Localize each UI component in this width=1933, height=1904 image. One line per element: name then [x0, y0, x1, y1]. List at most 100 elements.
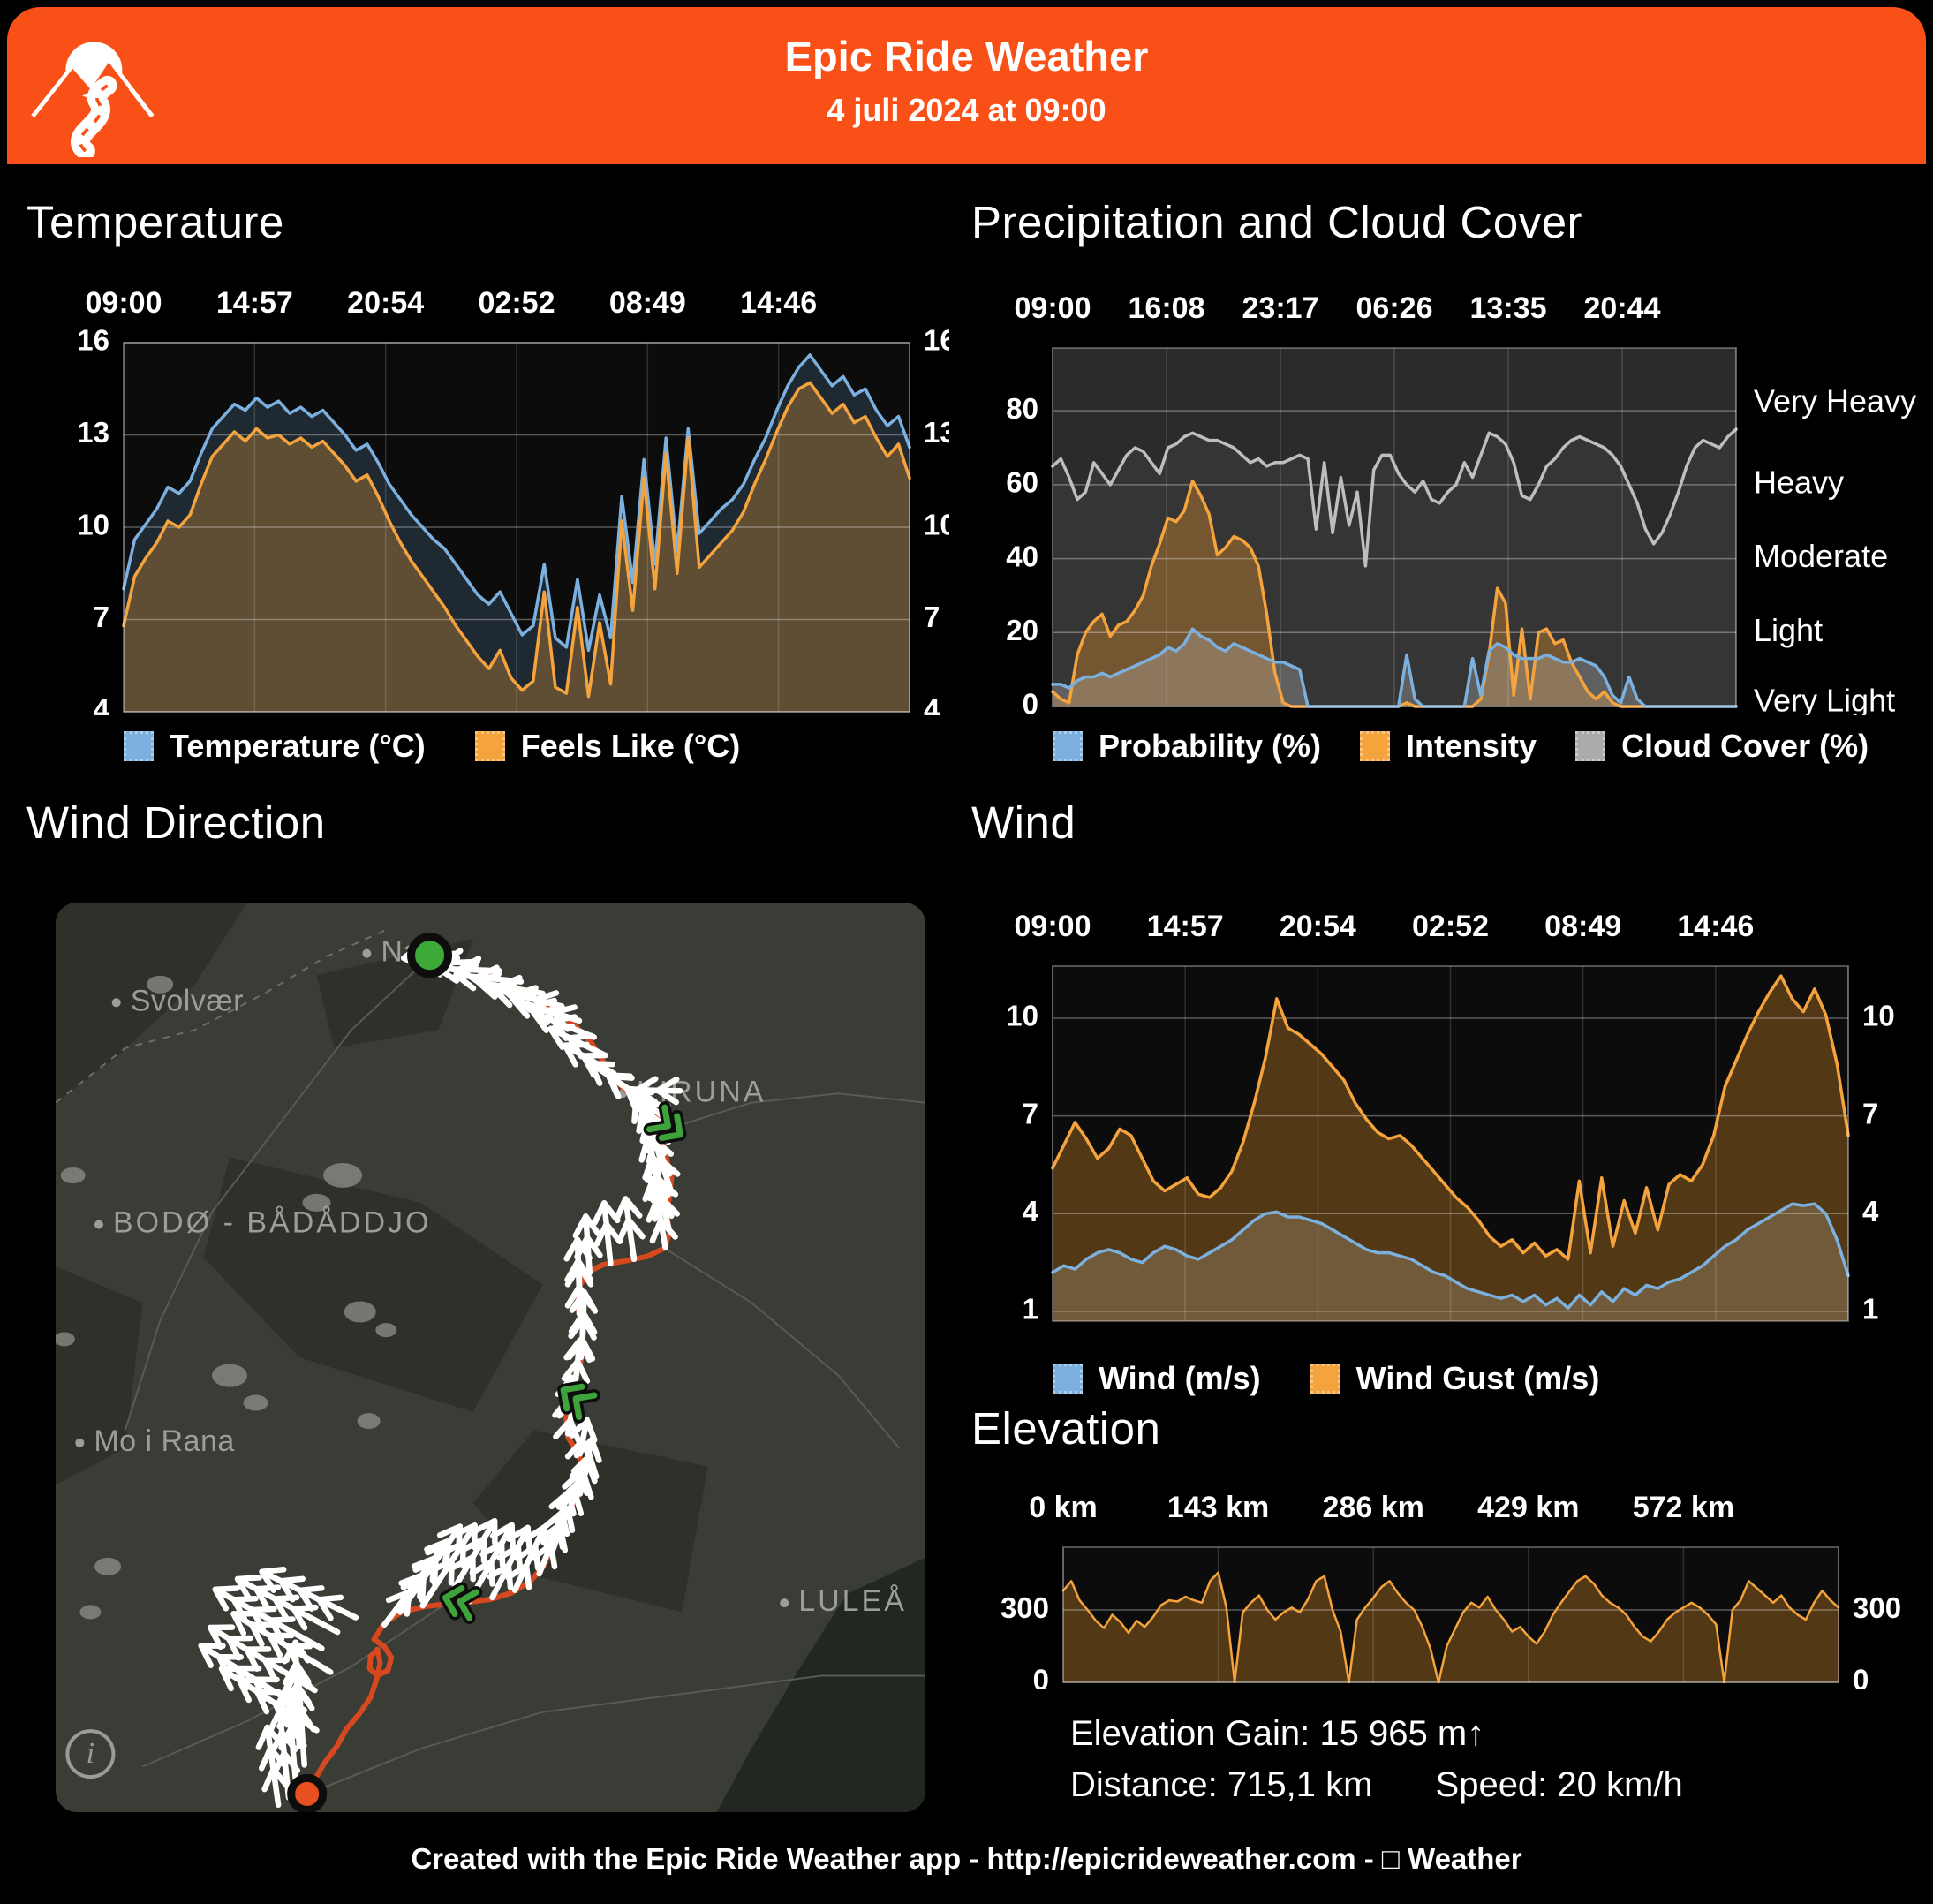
- cloud-cover-swatch: [1575, 731, 1606, 761]
- wind-gust-swatch: [1310, 1364, 1340, 1394]
- mountain-road-logo-icon: [31, 42, 155, 157]
- precipitation-section-title: Precipitation and Cloud Cover: [971, 197, 1583, 247]
- svg-text:429 km: 429 km: [1477, 1491, 1579, 1524]
- wind-direction-map[interactable]: Svolvær BODØ - BÅDÅDDJO Mo i Rana LULEÅ KIRU…: [56, 903, 925, 1812]
- legend-item-probability: Probability (%): [1053, 728, 1321, 765]
- svg-text:16: 16: [77, 324, 109, 357]
- probability-swatch: [1053, 731, 1083, 761]
- legend-label: Wind (m/s): [1099, 1360, 1261, 1396]
- svg-text:Very Heavy: Very Heavy: [1754, 382, 1916, 419]
- svg-text:08:49: 08:49: [609, 286, 686, 320]
- svg-text:300: 300: [1000, 1591, 1049, 1624]
- svg-text:10: 10: [1862, 1000, 1895, 1032]
- svg-text:60: 60: [1006, 466, 1038, 499]
- svg-text:40: 40: [1006, 540, 1038, 572]
- temperature-chart: 16 16 13 13 10 10 7 7 4 4 09:00 14:57 20:54 02:52 08:4…: [26, 281, 949, 715]
- app-title: Epic Ride Weather: [784, 33, 1149, 79]
- legend-label: Probability (%): [1099, 728, 1322, 764]
- wind-chart: 10 10 7 7 4 4 1 1 09:00 14:57 20:54 02:52 08:49 14:46: [971, 888, 1933, 1330]
- svg-text:300: 300: [1853, 1591, 1901, 1624]
- svg-text:0: 0: [1853, 1664, 1869, 1689]
- elevation-gain-stat: Elevation Gain: 15 965 m↑: [1070, 1714, 1485, 1753]
- svg-text:20:54: 20:54: [1280, 910, 1356, 943]
- legend-item-intensity: Intensity: [1360, 728, 1537, 765]
- svg-text:7: 7: [1023, 1097, 1038, 1130]
- svg-text:14:57: 14:57: [216, 286, 293, 320]
- svg-text:20:44: 20:44: [1584, 291, 1661, 325]
- svg-text:Heavy: Heavy: [1754, 464, 1844, 500]
- svg-text:Light: Light: [1754, 612, 1823, 648]
- svg-text:7: 7: [1862, 1097, 1878, 1130]
- svg-text:1: 1: [1862, 1293, 1878, 1326]
- temperature-legend: Temperature (°C) Feels Like (°C): [124, 728, 740, 765]
- svg-text:0 km: 0 km: [1029, 1491, 1098, 1524]
- svg-text:10: 10: [77, 509, 109, 541]
- svg-text:572 km: 572 km: [1633, 1491, 1734, 1524]
- distance-stat: Distance: 715,1 km: [1070, 1765, 1373, 1804]
- svg-text:16:08: 16:08: [1129, 291, 1205, 325]
- legend-item-temperature: Temperature (°C): [124, 728, 426, 765]
- legend-item-feels-like: Feels Like (°C): [474, 728, 741, 765]
- svg-text:Moderate: Moderate: [1754, 538, 1888, 574]
- legend-label: Cloud Cover (%): [1621, 728, 1869, 764]
- svg-text:1: 1: [1023, 1293, 1038, 1326]
- speed-stat: Speed: 20 km/h: [1435, 1765, 1683, 1804]
- precipitation-chart: 80 60 40 20 0 Very Heavy Heavy Moderate Light Ver…: [971, 281, 1933, 715]
- precipitation-legend: Probability (%) Intensity Cloud Cover (%…: [1053, 728, 1869, 765]
- svg-text:Mo i Rana: Mo i Rana: [94, 1424, 234, 1458]
- attribution-footer: Created with the Epic Ride Weather app -…: [411, 1842, 1522, 1875]
- svg-text:09:00: 09:00: [1015, 291, 1091, 325]
- svg-text:20: 20: [1006, 614, 1038, 646]
- svg-text:80: 80: [1006, 392, 1038, 425]
- svg-text:LULEÅ: LULEÅ: [798, 1584, 907, 1618]
- svg-text:4: 4: [94, 693, 110, 715]
- legend-label: Wind Gust (m/s): [1355, 1360, 1600, 1396]
- svg-text:4: 4: [924, 693, 940, 715]
- feels-like-swatch: [474, 731, 505, 761]
- svg-text:09:00: 09:00: [1015, 910, 1091, 943]
- legend-item-cloud-cover: Cloud Cover (%): [1575, 728, 1869, 765]
- elevation-section-title: Elevation: [971, 1403, 1161, 1454]
- legend-label: Feels Like (°C): [520, 728, 741, 764]
- svg-text:143 km: 143 km: [1167, 1491, 1269, 1524]
- legend-label: Intensity: [1406, 728, 1537, 764]
- svg-text:10: 10: [1006, 1000, 1038, 1032]
- temperature-section-title: Temperature: [26, 197, 284, 247]
- intensity-swatch: [1360, 731, 1391, 761]
- svg-text:06:26: 06:26: [1356, 291, 1433, 325]
- svg-text:10: 10: [924, 509, 949, 541]
- svg-text:BODØ - BÅDÅDDJO: BODØ - BÅDÅDDJO: [113, 1206, 431, 1240]
- svg-text:13: 13: [924, 416, 949, 449]
- wind-direction-section-title: Wind Direction: [26, 797, 326, 848]
- svg-text:4: 4: [1862, 1195, 1879, 1228]
- svg-text:i: i: [87, 1737, 94, 1770]
- svg-text:20:54: 20:54: [347, 286, 424, 320]
- svg-text:4: 4: [1023, 1195, 1039, 1228]
- svg-text:08:49: 08:49: [1544, 910, 1621, 943]
- svg-text:16: 16: [924, 324, 949, 357]
- svg-text:7: 7: [94, 601, 109, 633]
- svg-text:14:46: 14:46: [1677, 910, 1754, 943]
- ride-stats: Elevation Gain: 15 965 m↑ Distance: 715,…: [1070, 1708, 1736, 1810]
- svg-text:0: 0: [1023, 688, 1038, 715]
- svg-text:14:46: 14:46: [740, 286, 817, 320]
- temperature-swatch: [124, 731, 154, 761]
- wind-legend: Wind (m/s) Wind Gust (m/s): [1053, 1360, 1599, 1397]
- svg-text:13: 13: [77, 416, 109, 449]
- legend-label: Temperature (°C): [170, 728, 426, 764]
- legend-item-wind: Wind (m/s): [1053, 1360, 1261, 1397]
- map-info-button: i: [65, 1729, 116, 1779]
- svg-text:7: 7: [924, 601, 940, 633]
- svg-text:14:57: 14:57: [1147, 910, 1224, 943]
- svg-text:13:35: 13:35: [1470, 291, 1547, 325]
- svg-text:23:17: 23:17: [1242, 291, 1319, 325]
- svg-text:0: 0: [1033, 1664, 1049, 1689]
- legend-item-wind-gust: Wind Gust (m/s): [1310, 1360, 1600, 1397]
- svg-text:02:52: 02:52: [479, 286, 555, 320]
- svg-text:Svolvær: Svolvær: [131, 984, 244, 1017]
- svg-text:Very Light: Very Light: [1754, 682, 1895, 715]
- svg-text:02:52: 02:52: [1412, 910, 1489, 943]
- elevation-chart: 300 300 0 0 0 km 143 km 286 km 429 km 572 km: [971, 1484, 1933, 1689]
- svg-text:286 km: 286 km: [1323, 1491, 1424, 1524]
